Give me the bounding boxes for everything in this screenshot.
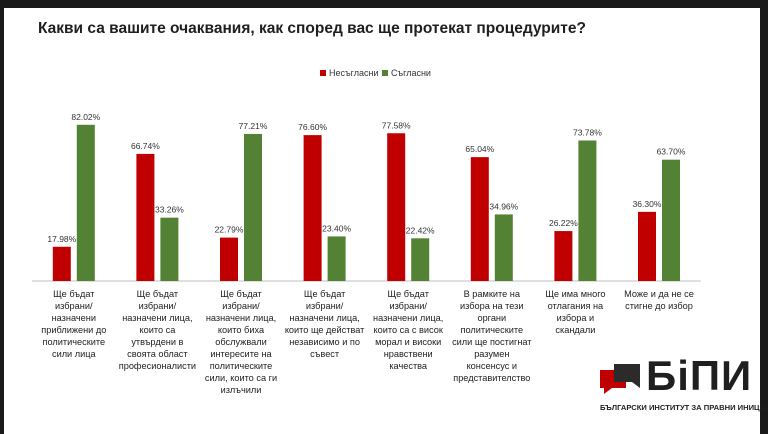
bar-0-4 [387, 133, 406, 281]
bar-1-5 [494, 214, 513, 281]
bar-0-5 [470, 157, 489, 281]
legend-label-1: Съгласни [391, 68, 431, 78]
data-label-1-6: 73.78% [573, 127, 602, 137]
category-label-5: В рамките на избора на тези органи полит… [452, 289, 532, 383]
data-label-0-0: 17.98% [47, 234, 76, 244]
bar-0-3 [303, 135, 322, 281]
category-label-4: Ще бъдат избрани/назначени лица, които с… [373, 289, 444, 371]
legend-label-0: Несъгласни [329, 68, 378, 78]
category-label-0: Ще бъдат избрани/назначени приближени до… [41, 289, 107, 359]
bar-1-7 [662, 159, 680, 281]
category-label-1: Ще бъдат избрани/назначени лица, които с… [118, 289, 197, 371]
category-label-3: Ще бъдат избрани/назначени лица, които щ… [284, 289, 365, 359]
window-frame-right [760, 0, 768, 434]
bar-1-3 [327, 236, 346, 281]
data-label-1-3: 23.40% [322, 223, 351, 233]
data-label-1-5: 34.96% [489, 201, 518, 211]
data-label-0-4: 77.58% [382, 120, 411, 130]
window-frame-top [0, 0, 768, 8]
bar-0-0 [52, 246, 71, 281]
chart-title: Какви са вашите очаквания, как според ва… [38, 20, 586, 37]
category-label-2: Ще бъдат избрани/назначени лица, които б… [204, 289, 278, 395]
data-label-0-1: 66.74% [131, 141, 160, 151]
data-label-0-2: 22.79% [215, 225, 244, 235]
bar-1-0 [76, 124, 95, 281]
data-label-0-3: 76.60% [298, 122, 327, 132]
data-label-1-1: 33.26% [155, 205, 184, 215]
category-label-7: Може и да не се стигне до избор [624, 289, 694, 311]
logo-subtitle: БЪЛГАРСКИ ИНСТИТУТ ЗА ПРАВНИ ИНИЦИАТИВИ [600, 403, 768, 412]
bar-1-1 [160, 217, 179, 281]
bar-0-6 [554, 231, 573, 281]
bar-0-2 [220, 237, 238, 281]
logo-speech-bubbles-icon [600, 364, 640, 394]
legend-swatch-0 [320, 70, 326, 76]
data-label-1-2: 77.21% [239, 121, 268, 131]
data-label-0-6: 26.22% [549, 218, 578, 228]
bipi-logo: БiПИ БЪЛГАРСКИ ИНСТИТУТ ЗА ПРАВНИ ИНИЦИА… [598, 352, 768, 422]
data-label-0-5: 65.04% [465, 144, 494, 154]
logo-wordmark: БiПИ [646, 352, 753, 399]
window-frame-left [0, 0, 4, 434]
bar-1-4 [411, 238, 430, 281]
data-label-0-7: 36.30% [633, 199, 662, 209]
category-label-6: Ще има много отлагания на избора и сканд… [545, 289, 606, 335]
bar-1-6 [578, 140, 597, 281]
bar-1-2 [244, 133, 262, 281]
data-label-1-4: 22.42% [406, 225, 435, 235]
bar-0-1 [136, 153, 155, 281]
data-label-1-7: 63.70% [657, 147, 686, 157]
legend-swatch-1 [382, 70, 388, 76]
bar-0-7 [638, 211, 656, 281]
data-label-1-0: 82.02% [71, 112, 100, 122]
